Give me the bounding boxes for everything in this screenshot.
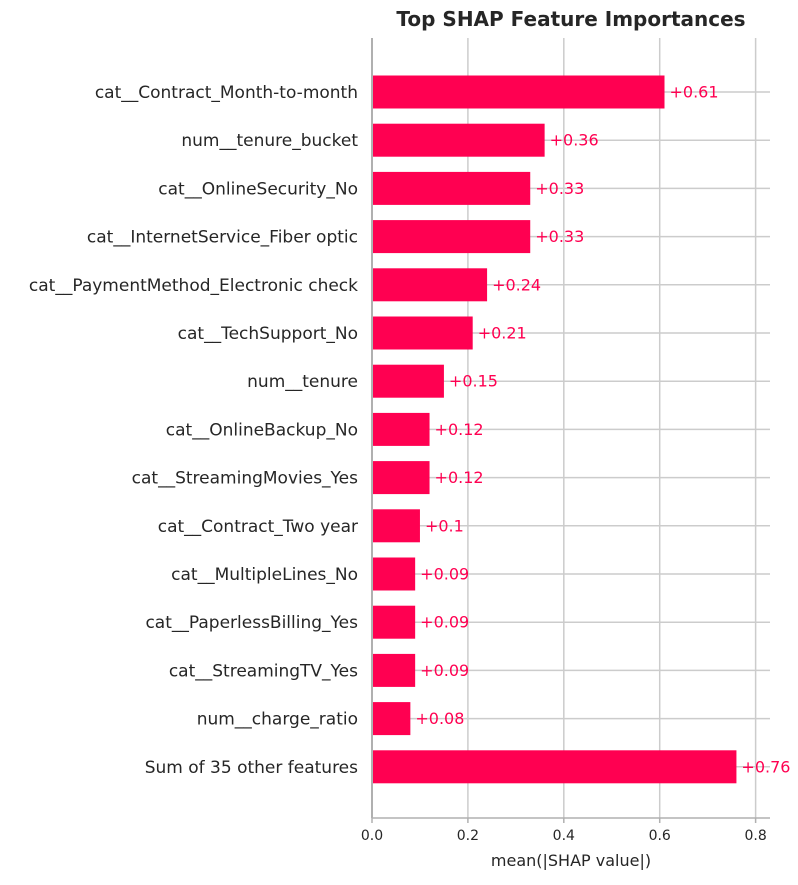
category-label: cat__OnlineSecurity_No: [158, 179, 358, 199]
category-label: cat__OnlineBackup_No: [166, 420, 358, 440]
category-label: cat__TechSupport_No: [178, 324, 358, 344]
value-label: +0.24: [492, 275, 541, 294]
bar: [372, 364, 444, 398]
category-label: cat__MultipleLines_No: [171, 565, 358, 585]
value-label: +0.15: [449, 372, 498, 391]
bar: [372, 220, 531, 254]
value-label: +0.61: [670, 83, 719, 102]
category-label: num__tenure: [247, 372, 358, 392]
value-label: +0.09: [420, 613, 469, 632]
category-label: cat__PaperlessBilling_Yes: [145, 613, 358, 633]
bar: [372, 605, 416, 639]
bar: [372, 653, 416, 687]
value-label: +0.12: [435, 420, 484, 439]
value-label: +0.12: [435, 468, 484, 487]
x-tick-label: 0.0: [361, 828, 383, 844]
category-label: cat__Contract_Month-to-month: [95, 83, 358, 103]
value-label: +0.33: [535, 227, 584, 246]
x-tick-label: 0.2: [457, 828, 479, 844]
bar-layer: [372, 75, 737, 784]
category-label: cat__StreamingMovies_Yes: [132, 469, 358, 489]
label-layer: cat__Contract_Month-to-month +0.61 num__te…: [29, 83, 791, 778]
value-label: +0.21: [478, 324, 527, 343]
bar: [372, 412, 430, 446]
x-tick-label: 0.6: [649, 828, 671, 844]
x-tick-label: 0.8: [744, 828, 766, 844]
category-label: Sum of 35 other features: [145, 758, 358, 778]
bar: [372, 461, 430, 495]
bar: [372, 702, 411, 736]
axis-layer: 0.0 0.2 0.4 0.6 0.8: [361, 38, 770, 844]
category-label: cat__Contract_Two year: [158, 517, 358, 537]
value-label: +0.33: [535, 179, 584, 198]
bar: [372, 171, 531, 205]
bar: [372, 123, 545, 157]
x-tick-label: 0.4: [553, 828, 575, 844]
category-label: cat__StreamingTV_Yes: [169, 661, 358, 681]
x-axis-title: mean(|SHAP value|): [491, 851, 651, 870]
value-label: +0.08: [415, 709, 464, 728]
bar: [372, 557, 416, 591]
value-label: +0.09: [420, 565, 469, 584]
value-label: +0.36: [550, 131, 599, 150]
category-label: cat__PaymentMethod_Electronic check: [29, 276, 358, 296]
value-label: +0.1: [425, 516, 464, 535]
bar: [372, 316, 473, 350]
bar: [372, 750, 737, 784]
category-label: cat__InternetService_Fiber optic: [87, 228, 358, 248]
bar: [372, 75, 665, 109]
category-label: num__charge_ratio: [197, 710, 358, 730]
value-label: +0.09: [420, 661, 469, 680]
chart-title: Top SHAP Feature Importances: [396, 7, 745, 31]
value-label: +0.76: [741, 757, 790, 776]
category-label: num__tenure_bucket: [181, 131, 358, 151]
bar: [372, 509, 420, 543]
bar: [372, 268, 488, 302]
